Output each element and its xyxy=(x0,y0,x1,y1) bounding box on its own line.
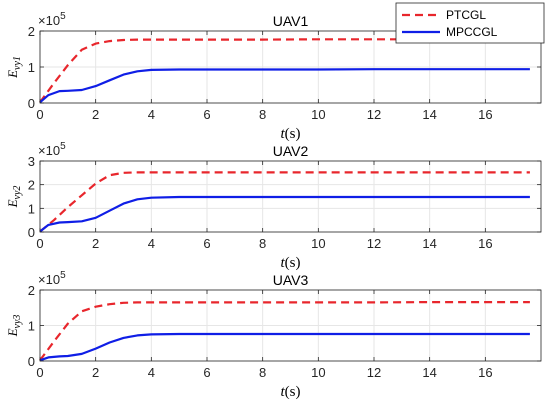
x-axis-label: t(s) xyxy=(281,255,301,271)
x-tick-label: 16 xyxy=(478,365,492,380)
x-tick-label: 0 xyxy=(36,236,43,251)
y-tick-label: 1 xyxy=(28,60,35,75)
y-tick-label: 3 xyxy=(28,154,35,169)
x-tick-label: 0 xyxy=(36,107,43,122)
x-tick-label: 4 xyxy=(148,236,155,251)
x-tick-label: 4 xyxy=(148,107,155,122)
series-line-ptcgl xyxy=(39,171,530,233)
x-axis-label: t(s) xyxy=(281,126,301,142)
x-tick-label: 8 xyxy=(259,107,266,122)
y-axis-label: Evy2 xyxy=(5,186,23,209)
subplot-title: UAV2 xyxy=(273,143,309,159)
x-tick-label: 10 xyxy=(311,236,325,251)
x-tick-label: 8 xyxy=(259,365,266,380)
series-line-ptcgl xyxy=(39,301,530,361)
x-axis-label: t(s) xyxy=(281,384,301,400)
x-tick-label: 2 xyxy=(92,107,99,122)
x-tick-label: 2 xyxy=(92,236,99,251)
y-tick-label: 0 xyxy=(28,225,35,240)
x-tick-label: 8 xyxy=(259,236,266,251)
y-tick-label: 0 xyxy=(28,354,35,369)
x-tick-label: 10 xyxy=(311,107,325,122)
y-axis-label: Evy3 xyxy=(5,315,23,338)
y-tick-label: 1 xyxy=(28,201,35,216)
x-tick-label: 12 xyxy=(367,107,381,122)
y-exponent-label: ×105 xyxy=(38,11,66,28)
x-tick-label: 16 xyxy=(478,236,492,251)
legend-label-ptcgl: PTCGL xyxy=(446,8,486,22)
x-tick-label: 6 xyxy=(203,365,210,380)
legend: PTCGL MPCCGL xyxy=(395,2,545,44)
x-tick-label: 12 xyxy=(367,236,381,251)
legend-box xyxy=(395,2,545,44)
legend-label-mpccgl: MPCCGL xyxy=(446,25,498,39)
subplot-title: UAV1 xyxy=(273,13,309,29)
y-exponent-label: ×105 xyxy=(38,270,66,287)
x-tick-label: 14 xyxy=(422,236,436,251)
y-tick-label: 2 xyxy=(28,24,35,39)
y-tick-label: 2 xyxy=(28,178,35,193)
x-tick-label: 14 xyxy=(422,107,436,122)
x-tick-label: 14 xyxy=(422,365,436,380)
x-tick-label: 4 xyxy=(148,365,155,380)
y-exponent-label: ×105 xyxy=(38,141,66,158)
subplot-title: UAV3 xyxy=(273,272,309,288)
x-tick-label: 16 xyxy=(478,107,492,122)
series-line-ptcgl xyxy=(39,37,530,103)
axes-box xyxy=(39,160,542,233)
x-tick-label: 6 xyxy=(203,236,210,251)
x-tick-label: 10 xyxy=(311,365,325,380)
y-tick-label: 1 xyxy=(28,319,35,334)
x-tick-label: 0 xyxy=(36,365,43,380)
series-line-mpccgl xyxy=(39,68,530,104)
x-tick-label: 6 xyxy=(203,107,210,122)
x-tick-label: 2 xyxy=(92,365,99,380)
y-axis-label: Evy1 xyxy=(5,56,23,79)
x-tick-label: 12 xyxy=(367,365,381,380)
series-line-mpccgl xyxy=(39,332,530,362)
y-tick-label: 0 xyxy=(28,96,35,111)
y-tick-label: 2 xyxy=(28,283,35,298)
series-line-mpccgl xyxy=(39,195,530,233)
